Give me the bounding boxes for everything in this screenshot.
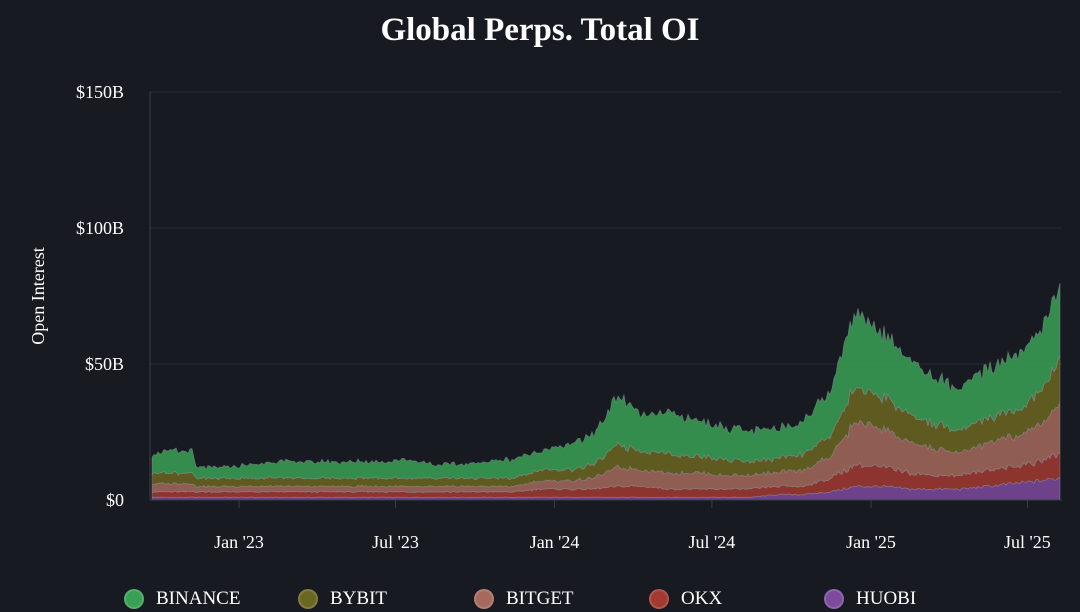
x-tick-label: Jul '24 bbox=[689, 532, 736, 552]
legend-label: BYBIT bbox=[330, 588, 387, 609]
legend-dot-icon bbox=[474, 589, 494, 609]
area-binance bbox=[151, 282, 1061, 481]
legend-item-binance[interactable]: BINANCE bbox=[124, 588, 240, 610]
y-tick-label: $0 bbox=[106, 490, 124, 510]
y-tick-label: $100B bbox=[76, 218, 124, 238]
x-tick-label: Jan '25 bbox=[846, 532, 896, 552]
legend-label: BITGET bbox=[506, 588, 574, 609]
chart-title: Global Perps. Total OI bbox=[380, 12, 700, 48]
legend-item-huobi[interactable]: HUOBI bbox=[824, 588, 916, 610]
legend-item-bybit[interactable]: BYBIT bbox=[298, 588, 387, 610]
x-tick-label: Jan '24 bbox=[530, 532, 580, 552]
y-tick-label: $50B bbox=[85, 354, 124, 374]
legend-item-bitget[interactable]: BITGET bbox=[474, 588, 574, 610]
gridlines bbox=[150, 91, 1062, 365]
legend-dot-icon bbox=[649, 589, 669, 609]
y-tick-label: $150B bbox=[76, 82, 124, 102]
x-tick-labels: Jan '23 Jul '23 Jan '24 Jul '24 Jan '25 Jul '… bbox=[214, 500, 1051, 552]
x-tick-label: Jul '23 bbox=[372, 532, 419, 552]
legend-dot-icon bbox=[824, 589, 844, 609]
legend-item-okx[interactable]: OKX bbox=[649, 588, 722, 610]
legend-label: BINANCE bbox=[156, 588, 241, 609]
legend-label: OKX bbox=[681, 588, 723, 609]
legend-label: HUOBI bbox=[856, 588, 917, 609]
legend-dot-icon bbox=[298, 589, 318, 609]
x-tick-label: Jul '25 bbox=[1004, 532, 1051, 552]
x-tick-label: Jan '23 bbox=[214, 532, 264, 552]
y-axis-title: Open Interest bbox=[28, 247, 48, 344]
legend: BINANCE BYBIT BITGET OKX HUOBI bbox=[0, 588, 1080, 612]
y-tick-labels: $0 $50B $100B $150B bbox=[76, 82, 124, 510]
legend-dot-icon bbox=[124, 589, 144, 609]
area-layers bbox=[151, 282, 1061, 501]
